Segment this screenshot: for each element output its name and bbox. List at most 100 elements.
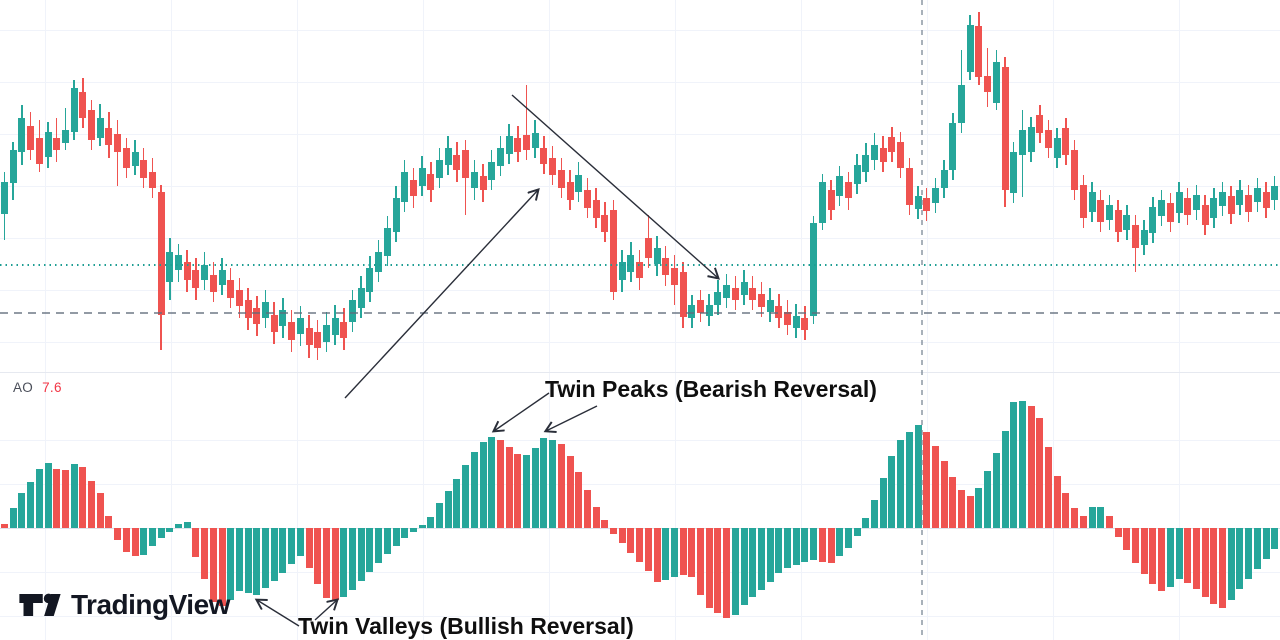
v-gridline <box>1053 0 1054 640</box>
ao-histogram-bar <box>201 528 209 579</box>
candle <box>801 318 809 330</box>
candle <box>688 305 696 318</box>
ao-histogram-bar <box>1271 528 1279 549</box>
ao-histogram-bar <box>1245 528 1253 579</box>
candle <box>1053 138 1061 158</box>
candle <box>27 126 35 150</box>
ao-histogram-bar <box>157 528 165 538</box>
ao-histogram-bar <box>122 528 130 552</box>
candle <box>844 182 852 198</box>
ao-histogram-bar <box>383 528 391 554</box>
ao-histogram-bar <box>636 528 644 562</box>
candle <box>1036 115 1044 133</box>
candle <box>975 26 983 77</box>
ao-histogram-bar <box>1071 508 1079 528</box>
candle <box>949 123 957 170</box>
ao-histogram-bar <box>827 528 835 563</box>
ao-histogram-bar <box>688 528 696 577</box>
tradingview-logo-icon <box>19 593 61 616</box>
candle <box>1071 150 1079 190</box>
candle <box>314 332 322 348</box>
ao-histogram-bar <box>871 500 878 528</box>
candle <box>253 308 261 324</box>
candle <box>818 182 826 223</box>
candle <box>35 138 43 164</box>
candle <box>853 165 861 184</box>
ao-histogram-bar <box>175 524 182 528</box>
ao-histogram-bar <box>1045 447 1052 528</box>
ao-histogram-bar <box>1227 528 1235 600</box>
candle <box>18 118 26 152</box>
ao-histogram-bar <box>984 471 992 528</box>
ao-histogram-bar <box>105 516 113 528</box>
candle <box>1027 127 1035 152</box>
candle <box>201 265 209 280</box>
candle <box>931 188 939 203</box>
ao-histogram-bar <box>731 528 739 615</box>
ao-histogram-bar <box>262 528 269 588</box>
ao-histogram-bar <box>1192 528 1200 589</box>
candle <box>148 172 156 188</box>
ao-histogram-bar <box>1149 528 1157 584</box>
ao-histogram-bar <box>427 517 435 528</box>
candle <box>79 92 87 118</box>
candle <box>131 152 139 166</box>
candle <box>1201 205 1209 225</box>
ao-histogram-bar <box>418 525 426 528</box>
candle <box>1166 203 1174 222</box>
candle <box>444 148 452 165</box>
ao-histogram-bar <box>1219 528 1226 608</box>
ao-histogram-bar <box>479 442 487 528</box>
candle <box>914 196 922 209</box>
ao-histogram-bar <box>1062 493 1070 528</box>
ao-histogram-bar <box>35 469 43 528</box>
ao-histogram-bar <box>1175 528 1183 579</box>
candle <box>496 148 504 166</box>
ao-histogram-bar <box>1132 528 1139 563</box>
ao-histogram-bar <box>836 528 844 556</box>
candle <box>244 300 252 318</box>
v-gridline <box>927 0 928 640</box>
ao-histogram-bar <box>470 452 478 528</box>
candle <box>262 302 269 318</box>
ao-histogram-bar <box>9 508 17 528</box>
candle <box>1210 198 1218 218</box>
ao-histogram-bar <box>818 528 826 562</box>
ao-histogram-bar <box>401 528 409 538</box>
candle <box>749 288 757 300</box>
ao-histogram-bar <box>96 493 104 528</box>
ao-histogram-bar <box>1123 528 1131 550</box>
candle <box>697 300 704 313</box>
ao-histogram-bar <box>1210 528 1218 604</box>
candle <box>731 288 739 300</box>
tradingview-watermark: TradingView <box>18 588 230 622</box>
ao-histogram-bar <box>1097 507 1105 528</box>
candle <box>96 118 104 138</box>
ao-histogram-bar <box>79 467 87 528</box>
ao-histogram-bar <box>1140 528 1148 574</box>
v-gridline <box>1179 0 1180 640</box>
ao-histogram-bar <box>244 528 252 593</box>
ao-histogram-bar <box>844 528 852 548</box>
candle <box>1140 230 1148 245</box>
candle <box>401 172 409 202</box>
ao-histogram-bar <box>670 528 678 577</box>
ao-histogram-bar <box>1 524 8 528</box>
candle <box>1114 210 1122 232</box>
candle <box>61 130 69 143</box>
ao-histogram-bar <box>531 448 539 528</box>
candle <box>288 322 296 340</box>
candle <box>1236 190 1244 205</box>
ao-histogram-bar <box>131 528 139 556</box>
candle <box>836 176 844 196</box>
ao-histogram-bar <box>966 496 974 528</box>
candle <box>1175 192 1183 213</box>
candle <box>44 132 52 157</box>
ao-histogram-bar <box>218 528 226 606</box>
ao-histogram-bar <box>496 440 504 528</box>
ao-histogram-bar <box>1262 528 1270 559</box>
candle <box>1253 188 1261 202</box>
ao-histogram-bar <box>757 528 765 590</box>
ao-histogram-bar <box>1114 528 1122 537</box>
